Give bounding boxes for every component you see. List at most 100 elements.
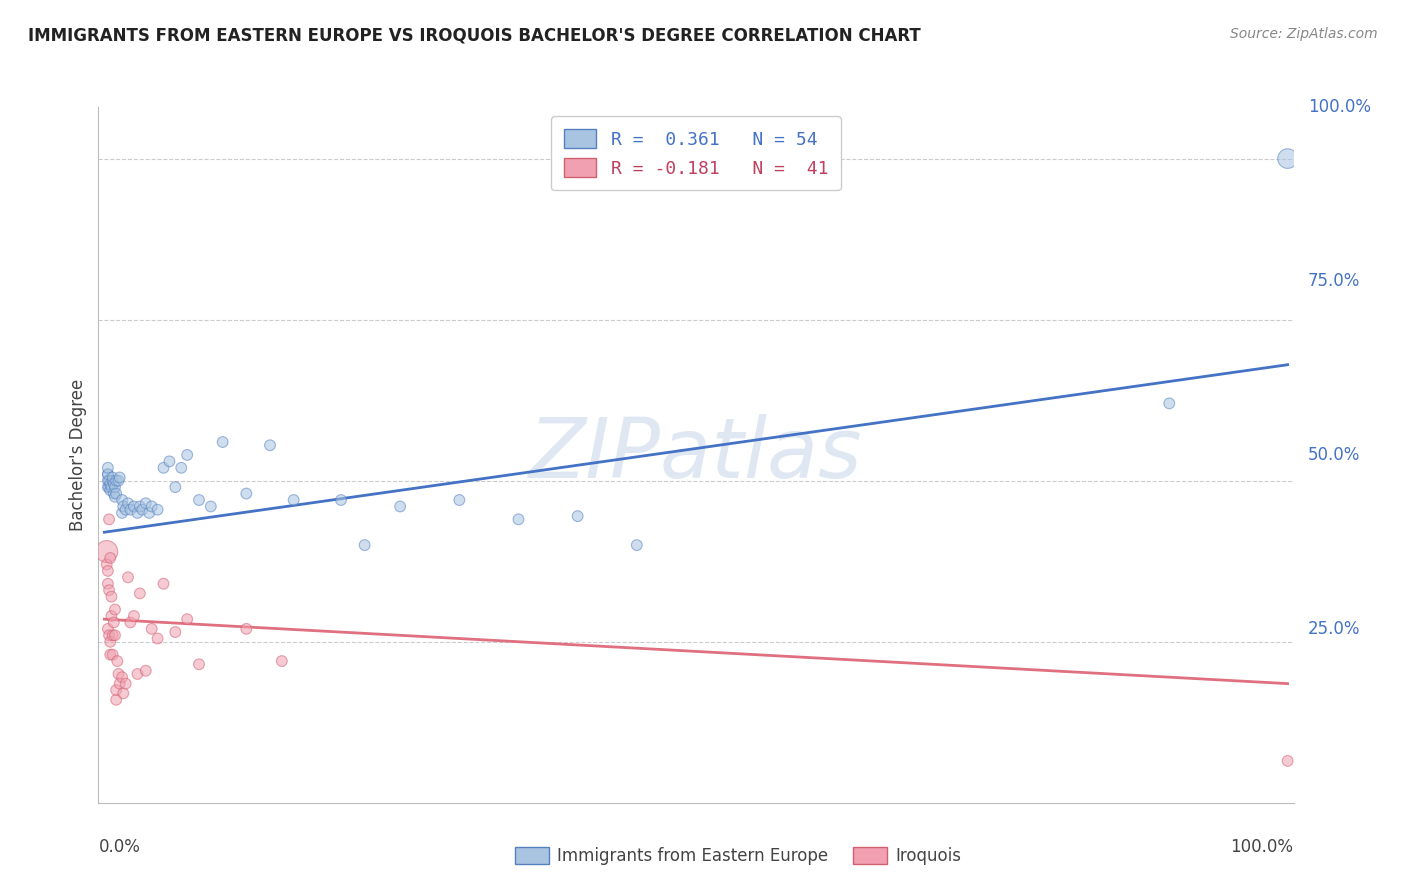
Point xyxy=(120,615,142,630)
Point xyxy=(157,454,180,468)
Point xyxy=(235,622,257,636)
Point xyxy=(1277,152,1299,166)
Point xyxy=(111,493,134,508)
Point xyxy=(98,474,121,488)
Point xyxy=(104,480,127,494)
Point xyxy=(131,502,153,516)
Point xyxy=(98,512,121,526)
Point xyxy=(128,586,150,600)
Point xyxy=(103,476,125,491)
Point xyxy=(97,467,120,482)
Point xyxy=(114,676,136,690)
Point xyxy=(353,538,375,552)
Point xyxy=(104,490,127,504)
Point xyxy=(567,509,589,524)
Point xyxy=(330,493,353,508)
Point xyxy=(96,558,118,572)
Point xyxy=(108,470,131,484)
Point xyxy=(235,486,257,500)
Legend: Immigrants from Eastern Europe, Iroquois: Immigrants from Eastern Europe, Iroquois xyxy=(509,840,967,872)
Point xyxy=(1159,396,1181,410)
Point xyxy=(127,667,149,681)
Point xyxy=(101,648,124,662)
Point xyxy=(112,500,135,514)
Point xyxy=(200,500,222,514)
Point xyxy=(165,480,187,494)
Point xyxy=(101,628,124,642)
Point xyxy=(135,664,157,678)
Point xyxy=(98,480,121,494)
Point xyxy=(97,467,120,482)
Point xyxy=(98,483,121,498)
Point xyxy=(108,676,131,690)
Point xyxy=(117,570,139,584)
Text: 100.0%: 100.0% xyxy=(1308,98,1371,116)
Point xyxy=(97,480,120,494)
Point xyxy=(122,609,145,624)
Point xyxy=(170,460,193,475)
Point xyxy=(103,615,125,630)
Text: Source: ZipAtlas.com: Source: ZipAtlas.com xyxy=(1230,27,1378,41)
Point xyxy=(98,583,121,598)
Point xyxy=(389,500,412,514)
Point xyxy=(270,654,292,668)
Text: 0.0%: 0.0% xyxy=(98,838,141,855)
Point xyxy=(96,544,118,558)
Point xyxy=(111,506,134,520)
Point xyxy=(165,625,187,640)
Point xyxy=(97,564,120,578)
Point xyxy=(107,667,129,681)
Point xyxy=(283,493,305,508)
Legend: R =  0.361   N = 54, R = -0.181   N =  41: R = 0.361 N = 54, R = -0.181 N = 41 xyxy=(551,116,841,190)
Point xyxy=(135,496,157,510)
Point xyxy=(98,648,121,662)
Point xyxy=(112,686,135,700)
Point xyxy=(138,506,160,520)
Point xyxy=(98,634,121,648)
Point xyxy=(114,502,136,516)
Point xyxy=(1277,754,1299,768)
Point xyxy=(100,480,122,494)
Point xyxy=(98,476,121,491)
Point xyxy=(508,512,530,526)
Point xyxy=(117,496,139,510)
Point xyxy=(176,448,198,462)
Point xyxy=(97,576,120,591)
Point xyxy=(97,474,120,488)
Text: 100.0%: 100.0% xyxy=(1230,838,1294,855)
Point xyxy=(105,654,128,668)
Point xyxy=(98,551,121,566)
Point xyxy=(97,622,120,636)
Point xyxy=(105,486,128,500)
Point xyxy=(105,692,128,706)
Point xyxy=(188,493,211,508)
Point xyxy=(626,538,648,552)
Point xyxy=(120,502,142,516)
Point xyxy=(105,474,128,488)
Point xyxy=(141,622,163,636)
Point xyxy=(101,470,124,484)
Point xyxy=(103,486,125,500)
Point xyxy=(98,628,121,642)
Point xyxy=(100,590,122,604)
Point xyxy=(449,493,471,508)
Point xyxy=(104,628,127,642)
Text: 50.0%: 50.0% xyxy=(1308,446,1360,464)
Point xyxy=(259,438,281,452)
Point xyxy=(141,500,163,514)
Point xyxy=(176,612,198,626)
Point xyxy=(146,502,169,516)
Text: ZIPatlas: ZIPatlas xyxy=(529,415,863,495)
Text: 25.0%: 25.0% xyxy=(1308,620,1361,638)
Y-axis label: Bachelor's Degree: Bachelor's Degree xyxy=(69,379,87,531)
Point xyxy=(128,500,150,514)
Point xyxy=(152,460,174,475)
Point xyxy=(97,460,120,475)
Point xyxy=(111,670,134,684)
Point xyxy=(105,683,128,698)
Point xyxy=(100,609,122,624)
Point xyxy=(146,632,169,646)
Point xyxy=(211,435,233,450)
Point xyxy=(107,474,129,488)
Point xyxy=(122,500,145,514)
